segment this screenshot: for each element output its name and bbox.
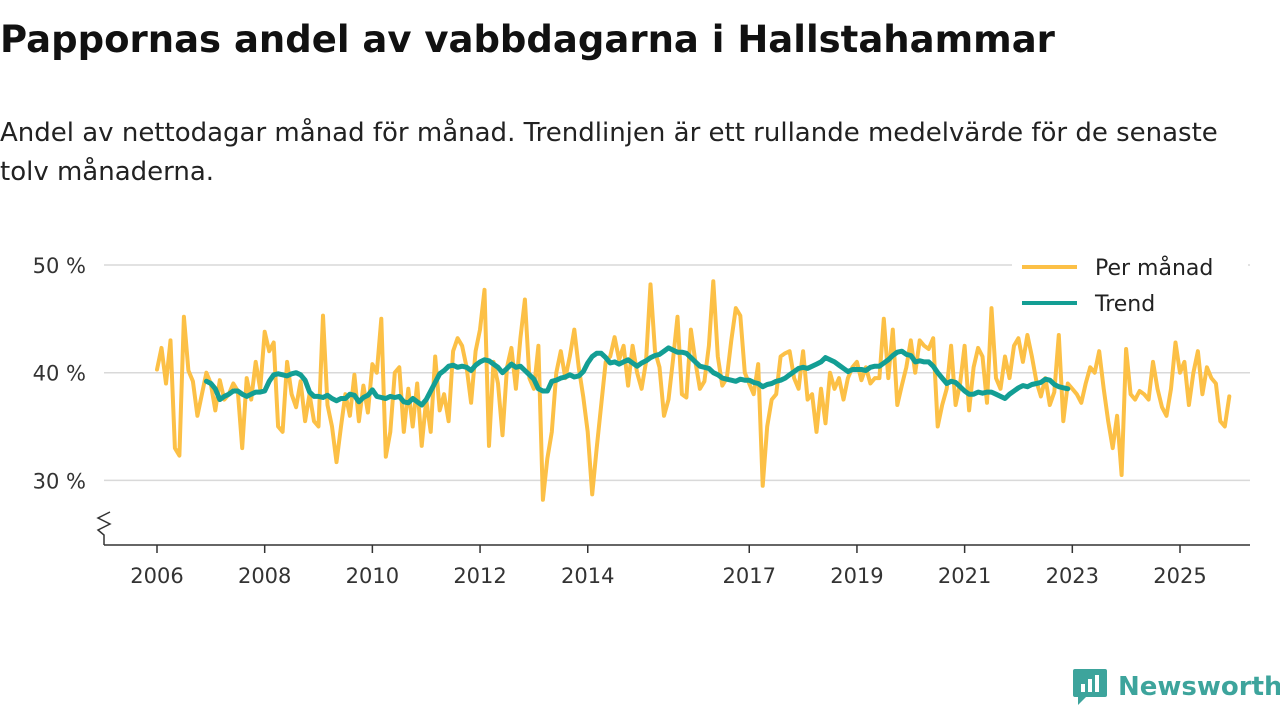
legend-background	[1012, 250, 1248, 324]
x-tick-label-2023: 2023	[1046, 564, 1099, 588]
x-tick-label-2012: 2012	[453, 564, 506, 588]
x-tick-label-2014: 2014	[561, 564, 614, 588]
x-axis-ticks: 2006 2008 2010 2012 2014 2017 2019 2021 2023 2025	[130, 545, 1207, 588]
chart-subtitle: Andel av nettodagar månad för månad. Tre…	[0, 118, 1218, 187]
y-axis-ticks: 30 % 40 % 50 %	[33, 254, 86, 493]
y-tick-label-30: 30 %	[33, 469, 86, 493]
newsworthy-logo-icon	[1073, 669, 1107, 705]
brand-name: Newsworthy	[1118, 672, 1280, 702]
x-tick-label-2025: 2025	[1153, 564, 1206, 588]
y-tick-label-40: 40 %	[33, 362, 86, 386]
series-per-manad-line	[155, 279, 1232, 502]
series-lines	[155, 279, 1232, 502]
legend: Per månad Trend	[1012, 250, 1248, 324]
x-tick-label-2019: 2019	[830, 564, 883, 588]
x-tick-label-2006: 2006	[130, 564, 183, 588]
x-tick-label-2008: 2008	[238, 564, 291, 588]
x-tick-label-2021: 2021	[938, 564, 991, 588]
x-tick-label-2010: 2010	[346, 564, 399, 588]
y-tick-label-50: 50 %	[33, 254, 86, 278]
chart-title: Pappornas andel av vabbdagarna i Hallsta…	[0, 18, 1055, 61]
newsworthy-brand: Newsworthy	[1072, 667, 1280, 707]
series-trend-line	[203, 345, 1071, 408]
x-tick-label-2017: 2017	[723, 564, 776, 588]
axis-break-icon	[96, 511, 112, 545]
x-axis	[96, 511, 1250, 546]
legend-label-trend: Trend	[1094, 292, 1155, 317]
legend-label-per-manad: Per månad	[1095, 255, 1213, 281]
